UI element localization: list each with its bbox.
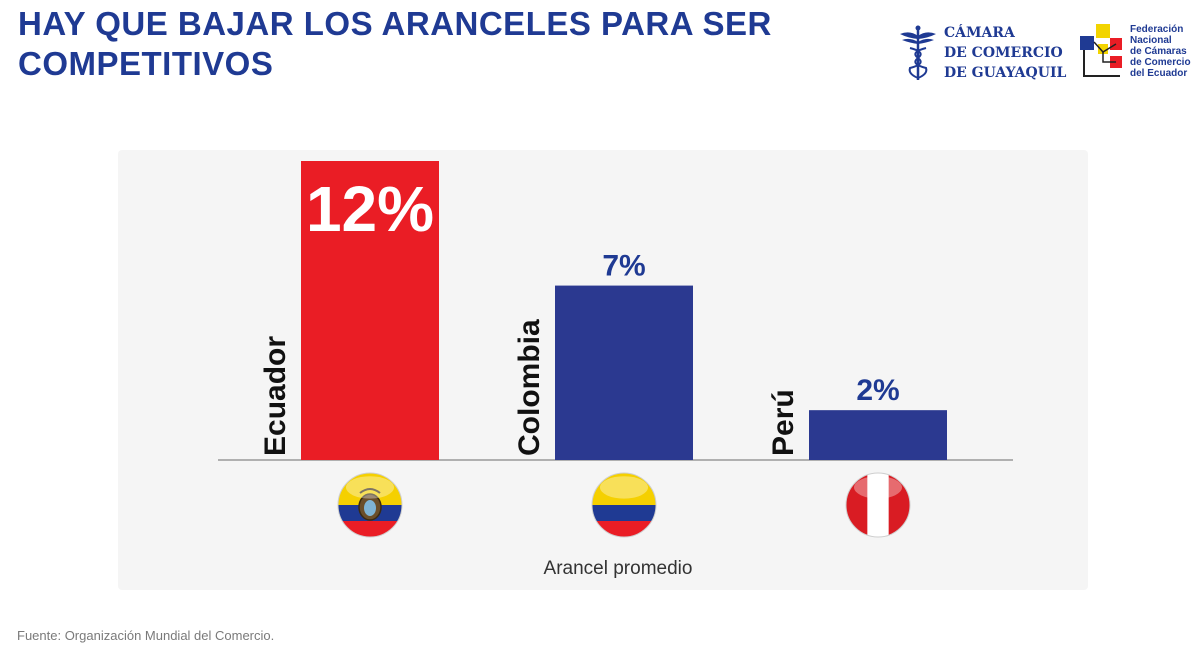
camara-logo-line-1: CÁMARA	[944, 25, 1015, 41]
category-label-ecuador: Ecuador	[259, 336, 292, 456]
caduceus-icon	[900, 25, 936, 80]
value-label-ecuador: 12%	[306, 173, 434, 245]
federacion-logo-line-2: Nacional	[1130, 35, 1172, 46]
federacion-logo-line-5: del Ecuador	[1130, 68, 1188, 79]
chart-canvas: 12% Ecuador 7% Colombia 2% Perú Arancel promed…	[218, 161, 1013, 579]
page-title: HAY QUE BAJAR LOS ARANCELES PARA SER COM…	[18, 5, 772, 82]
x-axis-label: Arancel promedio	[544, 558, 693, 579]
value-label-peru: 2%	[856, 374, 899, 407]
flag-outline-ecuador	[337, 472, 403, 538]
bar-ecuador	[301, 161, 439, 460]
flag-outline-colombia	[591, 472, 657, 538]
federacion-logo-line-3: de Cámaras	[1130, 46, 1187, 57]
federacion-logo-line-1: Federación	[1130, 24, 1184, 35]
federation-squares-icon	[1080, 24, 1122, 77]
federacion-camaras-logo: Federación Nacional de Cámaras de Comerc…	[1076, 22, 1196, 84]
tariff-bar-chart: 12% Ecuador 7% Colombia 2% Perú Arancel promed…	[118, 150, 1088, 590]
category-label-colombia: Colombia	[513, 319, 546, 456]
bar-colombia	[555, 285, 693, 460]
camara-comercio-guayaquil-logo: CÁMARA DE COMERCIO DE GUAYAQUIL	[898, 24, 1078, 86]
bar-peru	[809, 410, 947, 460]
flag-peru-icon	[846, 473, 910, 537]
flag-outline-peru	[845, 472, 911, 538]
category-label-peru: Perú	[767, 389, 800, 456]
value-label-colombia: 7%	[602, 250, 645, 283]
federacion-logo-line-4: de Comercio	[1130, 57, 1191, 68]
source-note: Fuente: Organización Mundial del Comerci…	[17, 628, 275, 643]
camara-logo-line-2: DE COMERCIO	[944, 45, 1063, 61]
camara-logo-line-3: DE GUAYAQUIL	[944, 65, 1067, 81]
